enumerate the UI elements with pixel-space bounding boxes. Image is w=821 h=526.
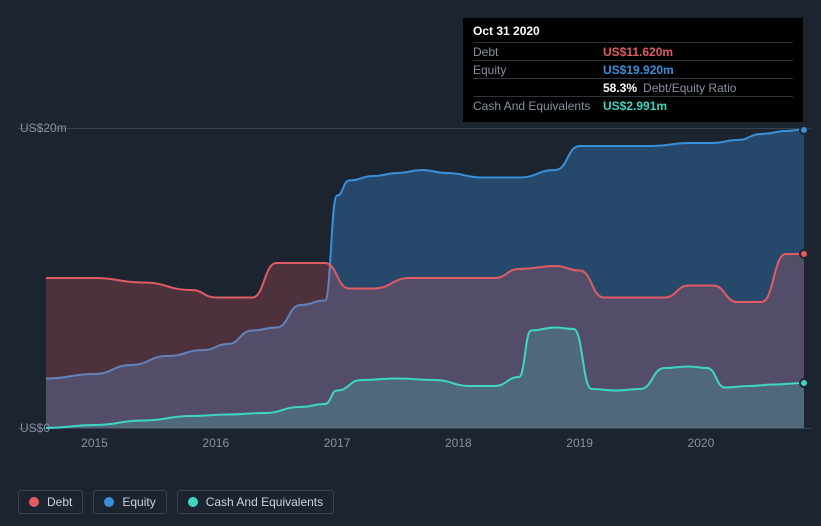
end-marker-debt bbox=[799, 249, 809, 259]
legend-dot-icon bbox=[29, 497, 39, 507]
legend-label: Cash And Equivalents bbox=[206, 495, 323, 509]
tooltip-row-value: US$2.991m bbox=[603, 99, 667, 113]
tooltip-row-value: 58.3% bbox=[603, 81, 637, 95]
end-marker-cash bbox=[799, 378, 809, 388]
legend-label: Equity bbox=[122, 495, 155, 509]
legend: Debt Equity Cash And Equivalents bbox=[18, 490, 334, 514]
tooltip-row-value: US$11.620m bbox=[603, 45, 673, 59]
tooltip-date: Oct 31 2020 bbox=[473, 24, 793, 38]
tooltip-row-label: Equity bbox=[473, 63, 603, 77]
tooltip-row: Cash And EquivalentsUS$2.991m bbox=[473, 96, 793, 114]
tooltip-row-value: US$19.920m bbox=[603, 63, 674, 77]
tooltip-row-label: Debt bbox=[473, 45, 603, 59]
end-marker-equity bbox=[799, 125, 809, 135]
tooltip-row-suffix: Debt/Equity Ratio bbox=[643, 81, 736, 95]
legend-dot-icon bbox=[188, 497, 198, 507]
legend-item[interactable]: Cash And Equivalents bbox=[177, 490, 334, 514]
tooltip-row: EquityUS$19.920m bbox=[473, 60, 793, 78]
tooltip-row-label: Cash And Equivalents bbox=[473, 99, 603, 113]
data-tooltip: Oct 31 2020 DebtUS$11.620mEquityUS$19.92… bbox=[463, 18, 803, 122]
tooltip-row: 58.3% Debt/Equity Ratio bbox=[473, 78, 793, 96]
legend-dot-icon bbox=[104, 497, 114, 507]
legend-label: Debt bbox=[47, 495, 72, 509]
legend-item[interactable]: Equity bbox=[93, 490, 166, 514]
legend-item[interactable]: Debt bbox=[18, 490, 83, 514]
tooltip-row: DebtUS$11.620m bbox=[473, 42, 793, 60]
